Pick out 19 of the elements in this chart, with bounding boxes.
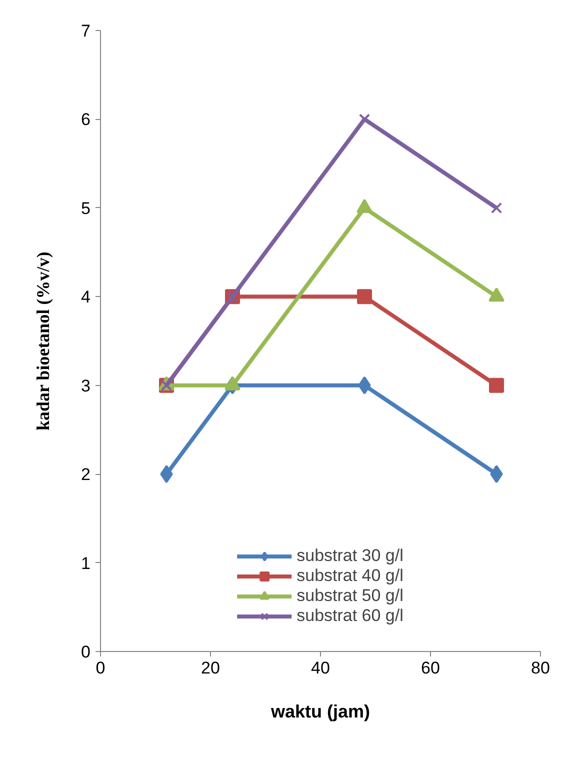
y-tick-label: 0 <box>81 642 91 662</box>
y-tick-label: 6 <box>81 110 91 130</box>
y-tick-label: 2 <box>81 465 91 484</box>
x-tick-label: 60 <box>421 658 440 678</box>
y-tick-label: 4 <box>81 288 91 307</box>
x-tick-label: 40 <box>311 658 330 678</box>
x-axis-title: waktu (jam) <box>270 702 370 722</box>
legend-label: substrat 50 g/l <box>296 586 404 606</box>
y-tick-label: 7 <box>81 22 91 40</box>
y-axis-title: kadar bioetanol (%v/v) <box>33 252 54 431</box>
legend-label: substrat 40 g/l <box>296 566 404 586</box>
y-tick-label: 5 <box>81 198 91 218</box>
y-tick-label: 3 <box>81 376 91 396</box>
y-tick-label: 1 <box>81 554 91 573</box>
x-tick-label: 80 <box>531 658 550 678</box>
x-tick-label: 20 <box>201 658 220 678</box>
legend-label: substrat 30 g/l <box>296 546 404 566</box>
legend-label: substrat 60 g/l <box>296 606 404 626</box>
x-tick-label: 0 <box>96 658 106 678</box>
